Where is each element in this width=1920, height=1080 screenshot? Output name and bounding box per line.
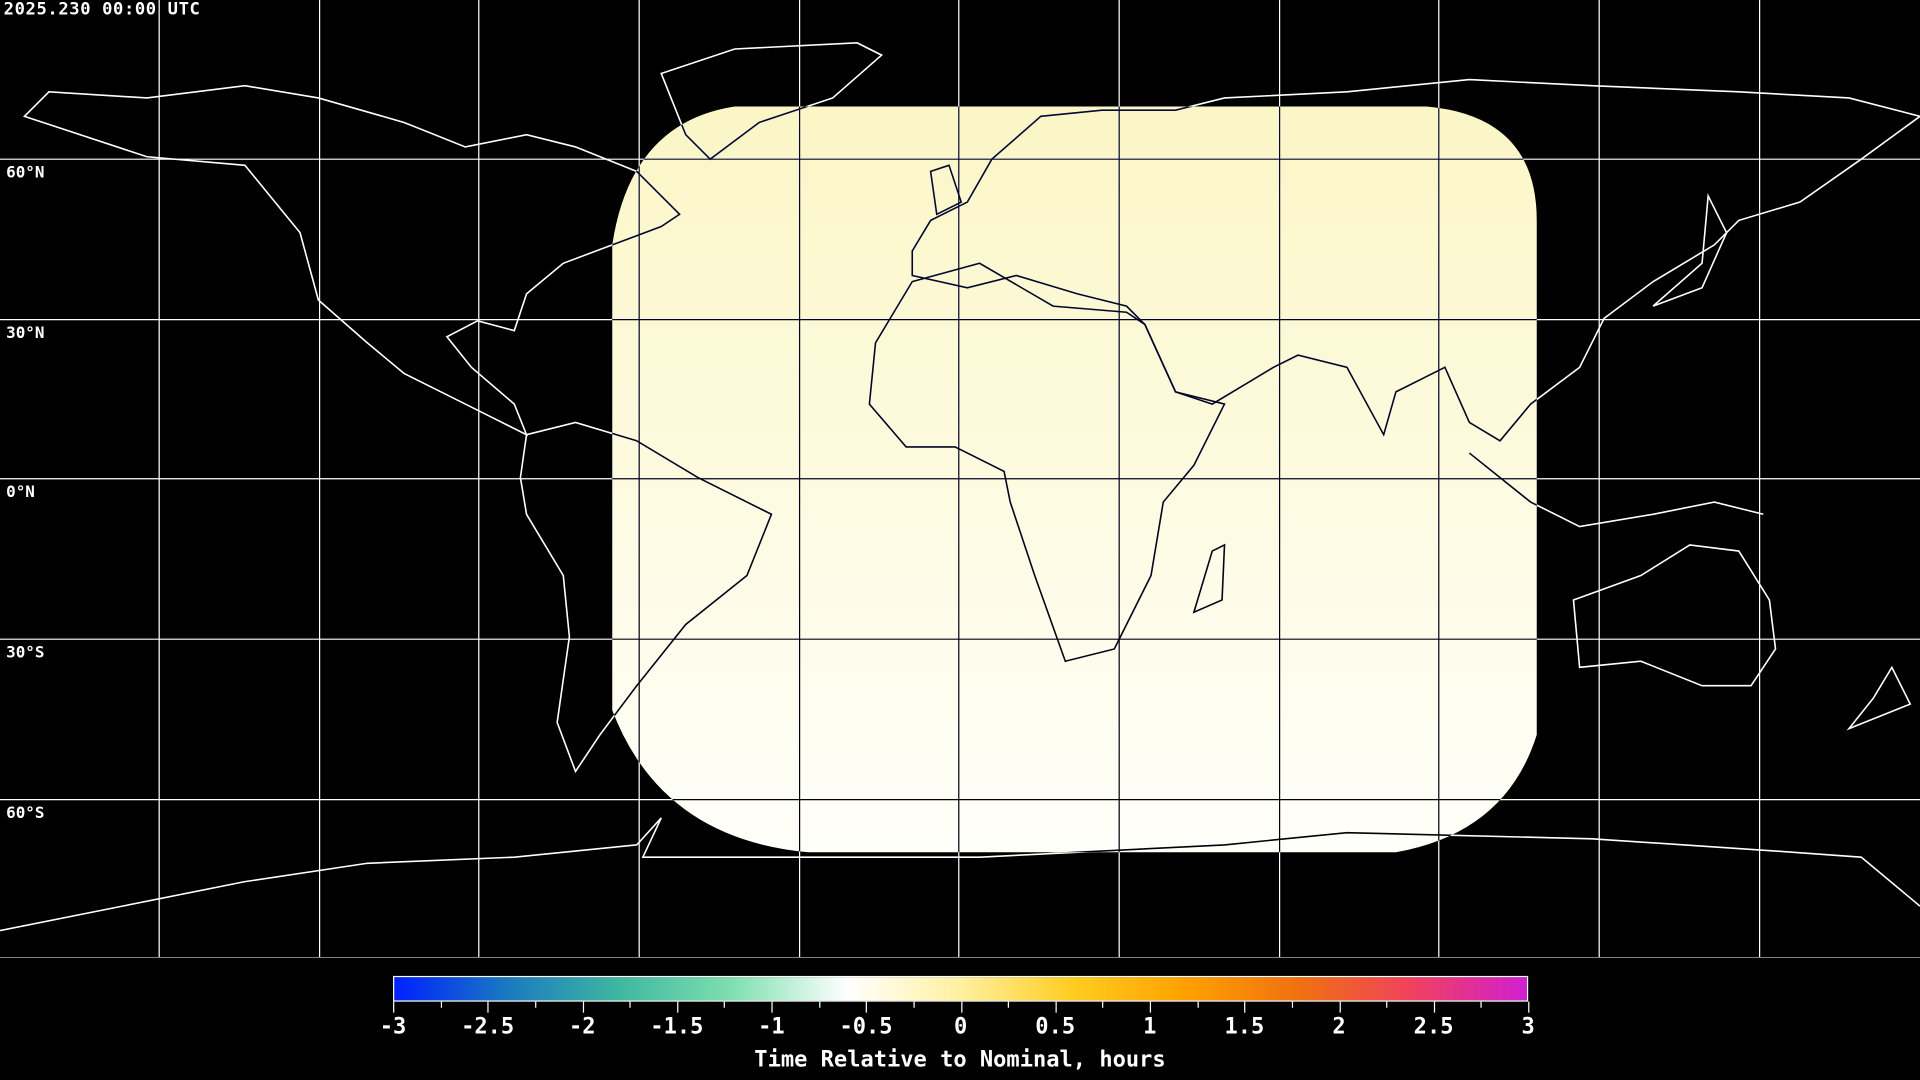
colorbar-minor-tick (1386, 1001, 1388, 1008)
colorbar-major-tick (1244, 1001, 1246, 1013)
coast-indonesia (1468, 452, 1764, 528)
colorbar-tick-label: -1.5 (650, 1013, 704, 1040)
timestamp-label: 2025.230 00:00 UTC (3, 0, 201, 20)
coast-australia (1572, 544, 1777, 687)
colorbar-tick-label: -1 (758, 1013, 785, 1040)
coast-madagascar (1192, 543, 1226, 614)
coast-greenland (660, 42, 884, 161)
lat-label-30n: 30°N (6, 324, 45, 343)
colorbar-minor-tick (724, 1001, 726, 1008)
colorbar-minor-tick (1197, 1001, 1199, 1008)
lat-label-0n: 0°N (6, 483, 35, 503)
colorbar-minor-tick (1102, 1001, 1104, 1008)
colorbar-minor-tick (913, 1001, 915, 1008)
colorbar-major-tick (771, 1001, 773, 1013)
colorbar-minor-tick (629, 1001, 631, 1008)
colorbar-title: Time Relative to Nominal, hours (754, 1046, 1166, 1073)
colorbar-major-tick (866, 1001, 868, 1013)
colorbar-minor-tick (1480, 1001, 1483, 1008)
colorbar-tick-label: 3 (1521, 1013, 1535, 1040)
colorbar-major-tick (1055, 1001, 1057, 1013)
coast-south-america (519, 421, 773, 774)
coast-eurasia (911, 78, 1920, 442)
colorbar-tick-label: 2 (1332, 1013, 1346, 1040)
colorbar-minor-tick (440, 1001, 442, 1008)
coast-japan (1652, 193, 1728, 307)
colorbar-minor-tick (818, 1001, 820, 1008)
colorbar-tick-label: -2.5 (461, 1013, 515, 1040)
colorbar-major-tick (1528, 1001, 1530, 1013)
colorbar-tick-label: 2.5 (1413, 1013, 1454, 1040)
lat-label-30s: 30°S (6, 644, 45, 663)
lat-label-60s: 60°S (6, 804, 45, 823)
world-map (0, 0, 1920, 958)
colorbar-tick-label: 0.5 (1035, 1013, 1076, 1040)
colorbar-major-tick (1338, 1001, 1341, 1013)
colorbar-major-tick (960, 1001, 962, 1013)
colorbar-tick-label: 1.5 (1224, 1013, 1265, 1040)
colorbar-major-tick (1433, 1001, 1435, 1013)
colorbar (393, 975, 1529, 1002)
colorbar-minor-tick (1291, 1001, 1293, 1008)
coast-uk (929, 164, 963, 216)
colorbar-major-tick (487, 1001, 489, 1013)
colorbar-minor-tick (534, 1001, 537, 1008)
colorbar-tick-label: 0 (953, 1013, 968, 1040)
graticule (0, 0, 1920, 958)
colorbar-tick-label: -0.5 (839, 1013, 893, 1040)
coast-new-zealand (1846, 665, 1912, 731)
colorbar-tick-label: -3 (379, 1013, 407, 1040)
colorbar-major-tick (393, 1001, 395, 1013)
lat-label-60n: 60°N (6, 164, 45, 183)
colorbar-major-tick (582, 1001, 584, 1013)
coast-africa (868, 262, 1226, 663)
colorbar-tick-label: 1 (1143, 1013, 1157, 1040)
colorbar-minor-tick (1007, 1001, 1010, 1008)
coast-antarctica (0, 817, 1920, 932)
colorbar-major-tick (676, 1001, 679, 1013)
colorbar-tick-label: -2 (568, 1013, 596, 1040)
colorbar-major-tick (1149, 1001, 1152, 1013)
coast-north-america (23, 84, 681, 437)
coastlines (0, 42, 1920, 932)
